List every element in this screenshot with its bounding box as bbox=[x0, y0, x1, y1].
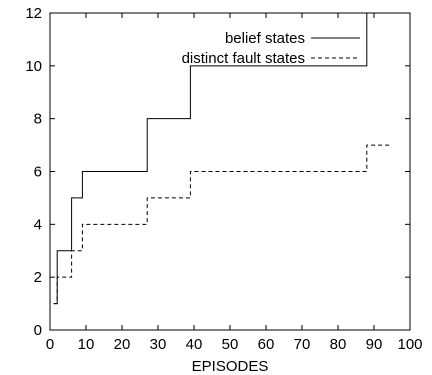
series-line-belief-states bbox=[53, 13, 368, 305]
legend-label-belief-states: belief states bbox=[225, 30, 305, 47]
x-tick-label: 50 bbox=[222, 336, 239, 353]
x-tick-label: 0 bbox=[46, 336, 54, 353]
x-tick-label: 90 bbox=[366, 336, 383, 353]
y-tick-label: 2 bbox=[34, 269, 42, 286]
x-axis-title: EPISODES bbox=[192, 358, 269, 375]
legend: belief states distinct fault states bbox=[182, 30, 360, 67]
y-tick-label: 8 bbox=[34, 111, 42, 128]
x-tick-label: 40 bbox=[186, 336, 203, 353]
x-tick-label: 20 bbox=[114, 336, 131, 353]
plot-layer bbox=[53, 13, 392, 305]
y-tick-label: 12 bbox=[25, 5, 42, 22]
x-tick-label: 60 bbox=[258, 336, 275, 353]
x-tick-label: 80 bbox=[330, 336, 347, 353]
y-tick-label: 10 bbox=[25, 58, 42, 75]
axes-layer: 0 10 20 30 40 50 60 70 80 90 100 0 2 4 6 8 10 12 bbox=[25, 5, 422, 353]
x-tick-label: 10 bbox=[78, 336, 95, 353]
y-tick-label: 6 bbox=[34, 164, 42, 181]
x-tick-label: 100 bbox=[397, 336, 422, 353]
legend-label-distinct-fault-states: distinct fault states bbox=[182, 50, 305, 67]
x-tick-label: 70 bbox=[294, 336, 311, 353]
x-tick-label: 30 bbox=[150, 336, 167, 353]
series-line-distinct-fault-states bbox=[53, 144, 392, 305]
y-tick-label: 4 bbox=[34, 216, 42, 233]
y-tick-label: 0 bbox=[34, 322, 42, 339]
